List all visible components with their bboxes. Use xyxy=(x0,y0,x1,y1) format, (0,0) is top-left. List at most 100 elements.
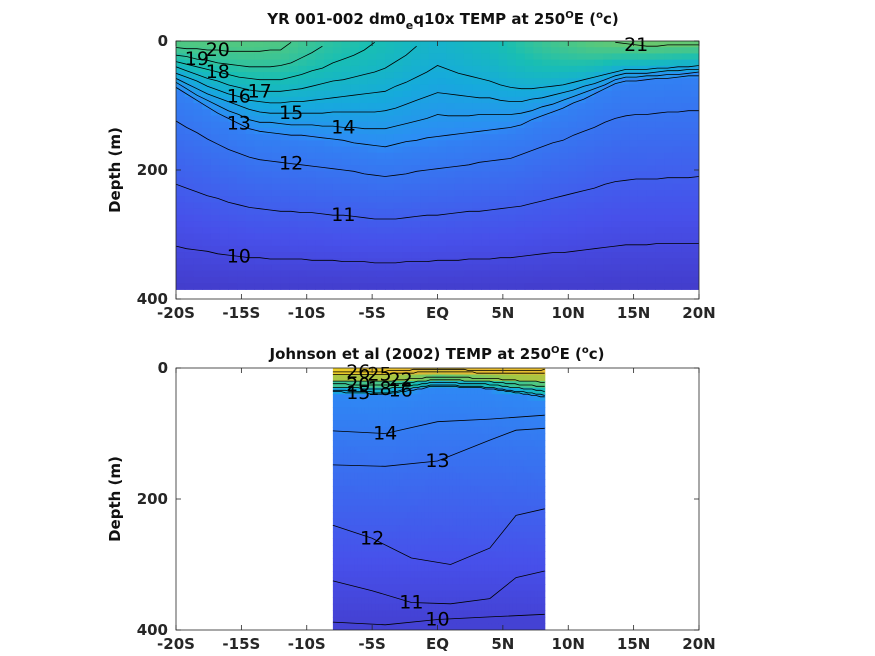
field-cell xyxy=(442,525,447,533)
field-cell xyxy=(516,466,521,474)
field-cell xyxy=(459,590,465,598)
field-cell xyxy=(263,59,273,67)
field-cell xyxy=(484,584,489,592)
field-cell xyxy=(533,47,543,55)
field-cell xyxy=(477,413,482,421)
field-cell xyxy=(502,623,507,630)
field-cell xyxy=(446,146,456,154)
field-cell xyxy=(407,479,412,487)
field-cell xyxy=(488,577,493,585)
field-cell xyxy=(515,109,526,117)
field-cell xyxy=(417,479,422,487)
field-cell xyxy=(454,47,465,55)
field-cell xyxy=(237,245,247,253)
field-cell xyxy=(550,109,561,117)
field-cell xyxy=(463,59,473,67)
field-cell xyxy=(359,78,369,86)
field-cell xyxy=(378,610,383,618)
field-cell xyxy=(515,140,526,148)
field-cell xyxy=(350,597,355,605)
field-cell xyxy=(385,239,395,247)
panel-2-x-axis: -20S -15S -10S -5S EQ 5N 10N 15N 20N xyxy=(157,368,716,653)
field-cell xyxy=(343,538,348,546)
field-cell xyxy=(393,190,404,197)
field-cell xyxy=(424,479,429,487)
field-cell xyxy=(449,544,454,552)
field-cell xyxy=(420,196,430,204)
field-cell xyxy=(516,525,521,533)
field-cell xyxy=(271,233,282,241)
field-cell xyxy=(524,258,534,266)
field-cell xyxy=(495,623,500,630)
field-cell xyxy=(449,564,454,572)
field-cell xyxy=(407,564,412,572)
field-cell xyxy=(385,134,395,141)
field-cell xyxy=(576,84,587,92)
field-cell xyxy=(324,214,334,222)
field-cell xyxy=(576,171,587,179)
field-cell xyxy=(498,233,508,241)
field-cell xyxy=(245,239,256,247)
field-cell xyxy=(378,584,383,592)
field-cell xyxy=(306,183,317,191)
field-cell xyxy=(463,597,468,605)
field-cell xyxy=(537,544,542,552)
field-cell xyxy=(542,84,552,92)
field-cell xyxy=(385,233,395,241)
field-cell xyxy=(474,407,479,415)
field-cell xyxy=(354,584,359,592)
field-cell xyxy=(585,214,595,222)
field-cell xyxy=(357,466,362,474)
field-cell xyxy=(452,584,458,592)
field-cell xyxy=(350,127,360,135)
field-cell xyxy=(271,78,282,86)
field-cell xyxy=(428,270,439,278)
field-cell xyxy=(332,152,343,160)
field-cell xyxy=(655,252,665,259)
field-cell xyxy=(681,190,691,197)
field-cell xyxy=(463,603,468,611)
field-cell xyxy=(402,196,412,204)
field-cell xyxy=(315,252,325,259)
field-cell xyxy=(534,387,539,395)
field-cell xyxy=(527,426,532,435)
field-cell xyxy=(629,283,639,290)
field-cell xyxy=(620,158,630,166)
field-cell xyxy=(193,276,203,284)
field-cell xyxy=(550,103,561,110)
field-cell xyxy=(438,492,443,500)
field-cell xyxy=(550,202,561,210)
field-cell xyxy=(343,610,348,618)
field-cell xyxy=(664,152,674,160)
field-cell xyxy=(280,78,290,86)
field-cell xyxy=(176,196,186,204)
field-cell xyxy=(456,453,461,461)
field-cell xyxy=(445,472,450,480)
field-cell xyxy=(306,53,317,61)
field-cell xyxy=(484,505,489,513)
field-cell xyxy=(428,440,433,448)
field-cell xyxy=(454,227,465,235)
field-cell xyxy=(254,171,264,179)
field-cell xyxy=(315,239,325,247)
field-cell xyxy=(396,544,401,552)
field-cell xyxy=(428,115,439,123)
field-cell xyxy=(672,59,683,67)
field-cell xyxy=(463,134,473,141)
field-cell xyxy=(237,183,247,191)
field-cell xyxy=(516,518,521,526)
field-cell xyxy=(438,499,443,507)
field-cell xyxy=(410,466,415,474)
field-cell xyxy=(332,177,343,185)
field-cell xyxy=(629,233,639,241)
field-cell xyxy=(332,196,343,204)
field-cell xyxy=(637,270,648,278)
field-cell xyxy=(646,239,657,247)
field-cell xyxy=(376,109,386,117)
field-cell xyxy=(403,564,408,572)
field-cell xyxy=(414,453,419,461)
field-cell xyxy=(559,140,569,148)
field-cell xyxy=(481,65,491,73)
field-cell xyxy=(488,512,493,520)
